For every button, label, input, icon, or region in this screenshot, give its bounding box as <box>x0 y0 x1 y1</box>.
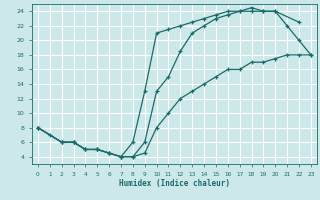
X-axis label: Humidex (Indice chaleur): Humidex (Indice chaleur) <box>119 179 230 188</box>
